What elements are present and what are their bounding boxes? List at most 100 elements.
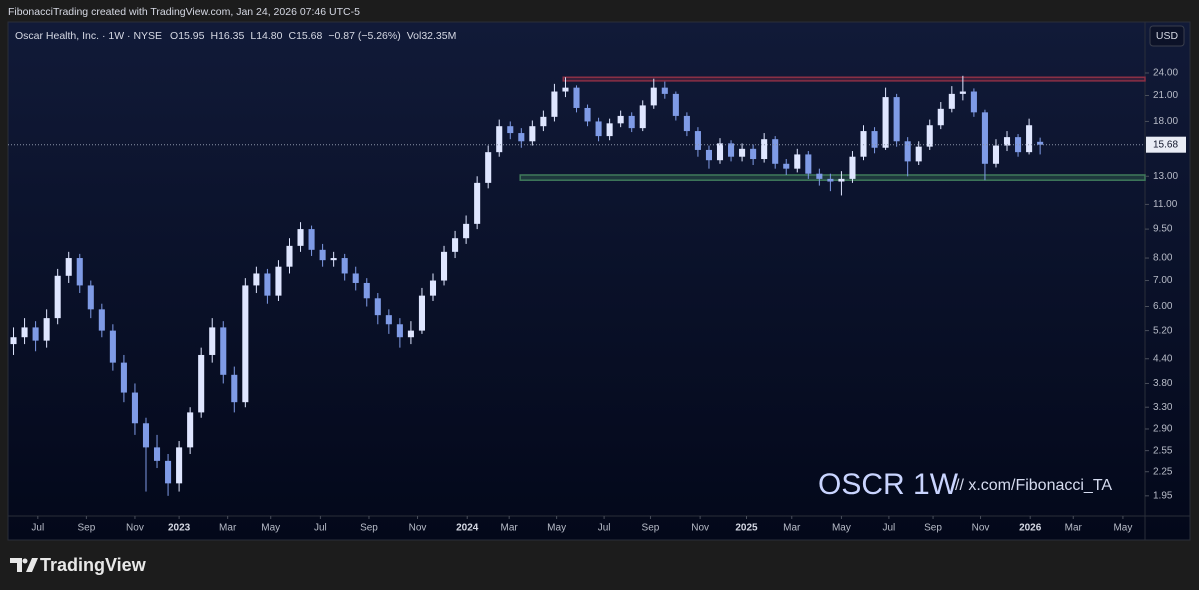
candle-body	[330, 258, 337, 261]
candle-body	[231, 374, 238, 403]
candle	[562, 77, 569, 98]
candle	[463, 215, 470, 244]
candle	[728, 140, 735, 162]
candle	[374, 293, 381, 325]
candle-body	[54, 275, 61, 319]
candle	[750, 144, 757, 165]
candle	[496, 119, 503, 157]
candle	[794, 148, 801, 173]
candle	[1026, 118, 1033, 155]
candle-body	[838, 178, 845, 182]
candle-body	[573, 87, 580, 108]
x-tick-label: Jul	[598, 523, 611, 534]
candle-body	[871, 131, 878, 148]
candle	[683, 112, 690, 137]
candle-body	[1003, 137, 1011, 146]
candle	[1037, 137, 1044, 155]
y-tick-label: 2.25	[1153, 466, 1173, 477]
candle	[904, 137, 911, 177]
candle-body	[242, 285, 249, 403]
candle	[606, 118, 613, 141]
candle-body	[496, 126, 503, 153]
candle	[209, 318, 216, 363]
candle	[672, 91, 679, 121]
currency-box	[1149, 25, 1185, 47]
candle-body	[1037, 141, 1044, 145]
candle	[308, 225, 315, 256]
candle-body	[926, 125, 933, 147]
ohlc-value: −0.87 (−5.26%)	[328, 30, 400, 42]
candle-body	[341, 258, 348, 274]
candle	[330, 251, 337, 267]
candle-body	[606, 123, 613, 137]
candle	[639, 100, 646, 132]
candle-body	[374, 298, 381, 316]
candle-body	[739, 148, 746, 157]
candle	[286, 238, 293, 274]
candle-body	[43, 318, 50, 341]
candle-body	[959, 91, 966, 94]
candle-body	[882, 97, 889, 148]
candle-body	[131, 392, 138, 424]
candle	[54, 268, 61, 325]
x-tick-label: 2026	[1019, 523, 1042, 534]
candle	[109, 324, 116, 371]
candle	[805, 151, 812, 179]
candle	[981, 109, 988, 181]
y-tick-label: 3.80	[1153, 378, 1173, 389]
candle	[915, 141, 922, 165]
candle-body	[948, 93, 955, 109]
watermark: OSCR 1W	[818, 468, 959, 501]
candle	[772, 136, 779, 169]
candle-body	[540, 116, 547, 127]
x-tick-label: May	[547, 523, 566, 534]
candle-body	[463, 223, 470, 239]
candle-body	[485, 152, 492, 183]
candle-body	[672, 93, 679, 116]
plot-area	[10, 75, 1146, 496]
x-tick-label: 2024	[456, 523, 479, 534]
candle	[827, 173, 834, 192]
y-tick-label: 3.30	[1153, 402, 1173, 413]
candle-body	[153, 447, 161, 461]
candle-body	[385, 315, 392, 325]
ohlc-value: C15.68	[288, 30, 322, 42]
candle	[507, 121, 514, 140]
candle-body	[794, 154, 801, 169]
candle	[584, 104, 591, 127]
chart-panel	[7, 21, 1191, 541]
last-price-label: 15.68	[1153, 139, 1178, 150]
candle-body	[518, 133, 525, 142]
candle	[176, 441, 183, 492]
candle-body	[363, 282, 370, 299]
candle	[363, 278, 370, 307]
candle-body	[1026, 125, 1033, 153]
candle	[98, 303, 105, 338]
candle-body	[165, 460, 172, 484]
x-tick-label: Jul	[883, 523, 896, 534]
candle	[120, 354, 127, 403]
ohlc-value: L14.80	[250, 30, 282, 42]
candle-body	[65, 258, 72, 276]
candle	[153, 434, 161, 469]
candle-body	[617, 115, 624, 124]
candle-body	[849, 156, 856, 179]
candle	[1003, 131, 1011, 152]
header: FibonacciTrading created with TradingVie…	[8, 6, 360, 18]
x-tick-label: 2023	[168, 523, 191, 534]
candle-body	[120, 362, 127, 393]
candle	[992, 139, 1000, 168]
candle-body	[904, 141, 911, 162]
candle	[849, 151, 856, 183]
candle-body	[915, 146, 922, 162]
x-tick-label: Mar	[783, 523, 801, 534]
candle	[87, 280, 94, 319]
candle-body	[98, 309, 105, 331]
candle-body	[396, 324, 403, 338]
y-tick-label: 4.40	[1153, 353, 1173, 364]
ohlc-value: Vol32.35M	[407, 30, 457, 42]
x-tick-label: Nov	[691, 523, 709, 534]
candle	[10, 327, 17, 355]
candle-body	[827, 178, 834, 182]
